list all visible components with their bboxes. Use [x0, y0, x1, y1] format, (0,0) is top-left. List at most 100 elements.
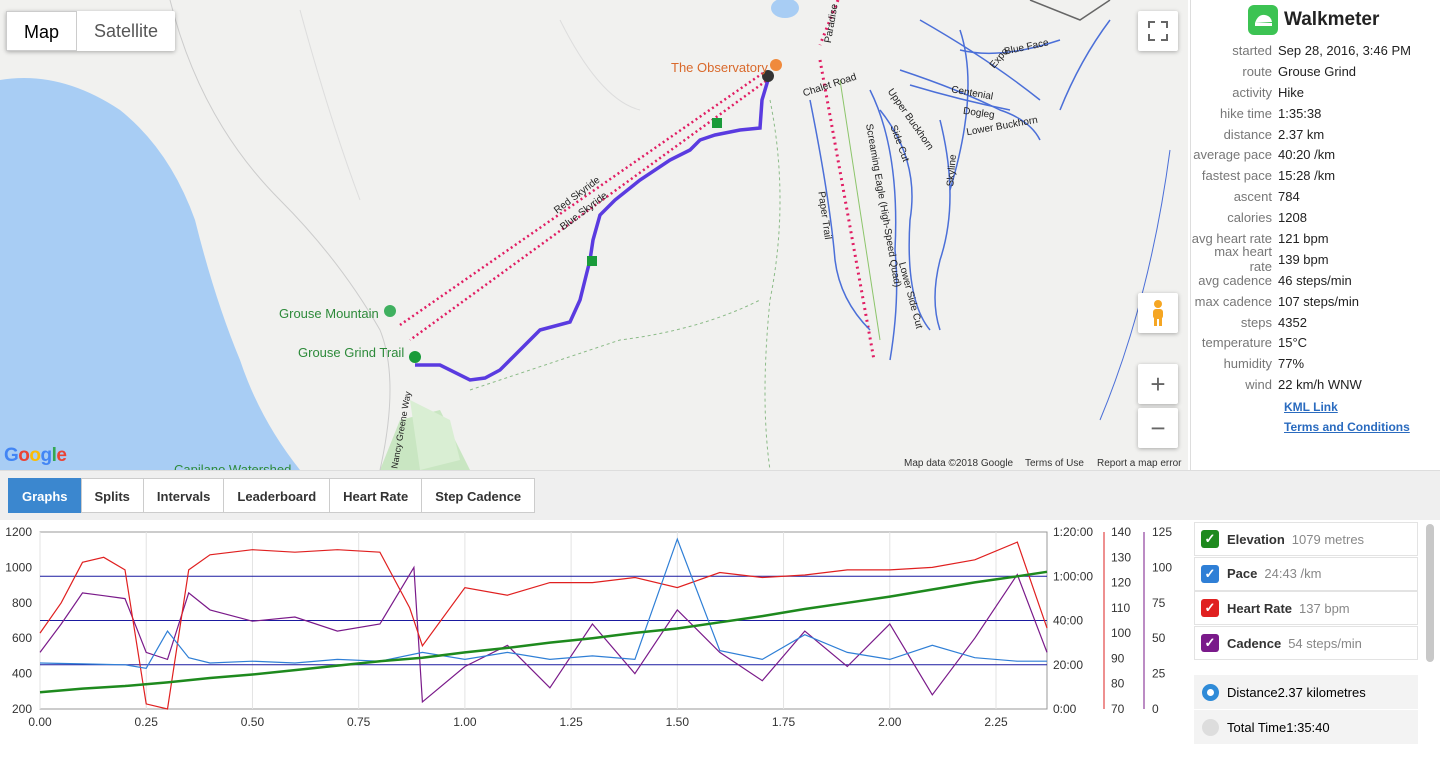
- map-type-satellite-button[interactable]: Satellite: [94, 21, 159, 41]
- stat-value: Grouse Grind: [1278, 63, 1357, 79]
- map-label-capilano: Capilano Watershed: [174, 462, 292, 470]
- legend-value: 137 bpm: [1299, 600, 1350, 616]
- legend-name: Heart Rate: [1227, 600, 1293, 616]
- y-hr-tick-label: 70: [1111, 702, 1125, 716]
- stat-label: average pace: [1193, 147, 1272, 163]
- stat-label: temperature: [1201, 335, 1272, 351]
- stat-value: 22 km/h WNW: [1278, 377, 1362, 393]
- fullscreen-button[interactable]: [1138, 11, 1178, 51]
- checkbox-icon[interactable]: ✓: [1201, 634, 1219, 653]
- axis-option-distance[interactable]: Distance 2.37 kilometres: [1194, 675, 1418, 709]
- stat-row: max heart rate 139 bpm: [1191, 244, 1440, 274]
- tab-step-cadence[interactable]: Step Cadence: [421, 478, 536, 513]
- legend-item-heart-rate[interactable]: ✓ Heart Rate 137 bpm: [1194, 591, 1418, 626]
- stat-row: activity Hike: [1191, 82, 1440, 103]
- checkbox-icon[interactable]: ✓: [1201, 599, 1219, 618]
- axis-option-total-time[interactable]: Total Time 1:35:40: [1194, 710, 1418, 744]
- map-label-grouse-mountain: Grouse Mountain: [279, 306, 379, 321]
- stat-value: 121 bpm: [1278, 230, 1329, 246]
- zoom-out-button[interactable]: −: [1138, 408, 1178, 448]
- map-type-map-button[interactable]: Map: [6, 11, 78, 51]
- series-line-pace: [39, 537, 1047, 669]
- stat-row: fastest pace 15:28 /km: [1191, 165, 1440, 186]
- stat-row: temperature 15°C: [1191, 332, 1440, 353]
- graph-legend: ✓ Elevation 1079 metres ✓ Pace 24:43 /km ✓ Hear…: [1192, 522, 1440, 758]
- x-tick-label: 1.75: [772, 715, 796, 729]
- map-label-observatory: The Observatory: [671, 60, 768, 75]
- y-cadence-tick-label: 0: [1152, 702, 1159, 716]
- kml-link[interactable]: KML Link: [1284, 400, 1338, 414]
- stat-row: ascent 784: [1191, 186, 1440, 207]
- stats-list: started Sep 28, 2016, 3:46 PM route Grouse …: [1191, 40, 1440, 395]
- y-left-tick-label: 400: [12, 667, 32, 681]
- legend-value: 1079 metres: [1291, 531, 1365, 547]
- graph-svg: 0.00 0.25 0.50 0.75 1.00 1.25 1.50 1.75 2.00 2.25…: [5, 525, 1172, 729]
- stat-row: hike time 1:35:38: [1191, 103, 1440, 124]
- radio-icon[interactable]: [1202, 683, 1219, 701]
- stat-label: calories: [1227, 210, 1272, 226]
- axis-option-value: 1:35:40: [1286, 719, 1330, 735]
- map-view[interactable]: Map Satellite The Observatory Grouse Mou…: [0, 0, 1188, 470]
- stat-value: 2.37 km: [1278, 126, 1325, 142]
- map-canvas: [0, 0, 1171, 470]
- stat-label: avg cadence: [1198, 272, 1272, 288]
- stat-value: 1:35:38: [1278, 105, 1322, 121]
- google-logo: Google: [4, 445, 67, 466]
- axis-option-value: 2.37 kilometres: [1277, 684, 1366, 700]
- legend-value: 24:43 /km: [1264, 566, 1322, 582]
- stat-row: calories 1208: [1191, 207, 1440, 228]
- legend-value: 54 steps/min: [1288, 635, 1362, 651]
- legend-item-pace[interactable]: ✓ Pace 24:43 /km: [1194, 556, 1418, 591]
- y-left-tick-label: 1200: [5, 525, 32, 539]
- y-hr-tick-label: 110: [1111, 601, 1130, 615]
- stat-label: route: [1242, 63, 1272, 79]
- checkbox-icon[interactable]: ✓: [1201, 530, 1219, 548]
- street-view-pegman-button[interactable]: [1138, 293, 1178, 333]
- y-cadence-tick-label: 50: [1152, 631, 1166, 645]
- stat-value: 139 bpm: [1278, 251, 1329, 267]
- tab-intervals[interactable]: Intervals: [142, 478, 225, 513]
- stat-value: 46 steps/min: [1278, 272, 1352, 288]
- checkbox-icon[interactable]: ✓: [1201, 564, 1219, 583]
- terms-and-conditions-link[interactable]: Terms and Conditions: [1284, 420, 1410, 434]
- y-cadence-tick-label: 75: [1152, 596, 1166, 610]
- legend-item-elevation[interactable]: ✓ Elevation 1079 metres: [1194, 522, 1418, 556]
- stat-value: 107 steps/min: [1278, 293, 1359, 309]
- report-map-error-link[interactable]: Report a map error: [1097, 458, 1182, 469]
- tab-splits[interactable]: Splits: [80, 478, 144, 513]
- tab-graphs[interactable]: Graphs: [8, 478, 82, 513]
- stat-value: 4352: [1278, 314, 1307, 330]
- y-left-tick-label: 800: [12, 596, 32, 610]
- y-left-tick-label: 200: [12, 702, 32, 716]
- stat-row: max cadence 107 steps/min: [1191, 291, 1440, 312]
- y-hr-tick-label: 80: [1111, 677, 1125, 691]
- stat-label: wind: [1245, 377, 1272, 393]
- stat-label: max cadence: [1194, 293, 1272, 309]
- stat-row: avg cadence 46 steps/min: [1191, 270, 1440, 291]
- stat-row: average pace 40:20 /km: [1191, 144, 1440, 165]
- y-hr-tick-label: 100: [1111, 626, 1131, 640]
- radio-icon[interactable]: [1202, 718, 1219, 736]
- legend-scrollbar[interactable]: [1426, 524, 1434, 662]
- stat-value: 77%: [1278, 356, 1305, 372]
- stat-value: Sep 28, 2016, 3:46 PM: [1278, 42, 1411, 58]
- stat-row: distance 2.37 km: [1191, 124, 1440, 145]
- y-time-tick-label: 20:00: [1053, 658, 1083, 672]
- stat-label: activity: [1232, 84, 1272, 100]
- x-tick-label: 2.00: [878, 715, 902, 729]
- stat-row: avg heart rate 121 bpm: [1191, 228, 1440, 249]
- x-tick-label: 0.50: [241, 715, 265, 729]
- y-hr-tick-label: 120: [1111, 576, 1131, 590]
- stat-value: 784: [1278, 189, 1300, 205]
- stat-label: avg heart rate: [1191, 230, 1272, 246]
- stat-value: Hike: [1278, 84, 1305, 100]
- terms-of-use-link[interactable]: Terms of Use: [1025, 458, 1084, 469]
- tab-leaderboard[interactable]: Leaderboard: [223, 478, 331, 513]
- legend-item-cadence[interactable]: ✓ Cadence 54 steps/min: [1194, 626, 1418, 661]
- fullscreen-icon: [1148, 21, 1168, 41]
- zoom-in-button[interactable]: +: [1138, 364, 1178, 404]
- tab-heart-rate[interactable]: Heart Rate: [329, 478, 423, 513]
- legend-name: Cadence: [1227, 635, 1282, 651]
- walkmeter-app-icon: [1248, 5, 1278, 35]
- stat-label: distance: [1223, 126, 1272, 142]
